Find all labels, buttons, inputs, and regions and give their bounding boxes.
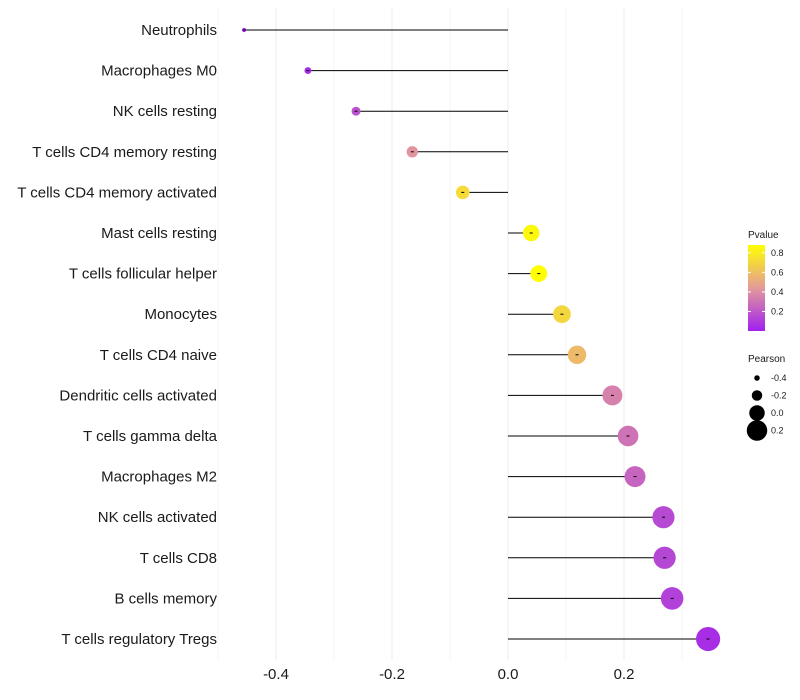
category-label: T cells CD4 memory activated [17,184,217,201]
pearson-legend-dot [751,390,763,401]
category-label: B cells memory [114,590,217,607]
pearson-legend: Pearson -0.4 -0.2 0.0 0.2 [746,354,787,441]
category-label: Mast cells resting [101,225,217,242]
x-axis-ticks: -0.4 -0.2 0.0 0.2 [263,666,634,683]
category-label: NK cells activated [98,509,217,526]
category-label: T cells CD4 memory resting [32,144,217,161]
pearson-legend-label: -0.2 [771,391,787,401]
pearson-legend-dot [749,405,765,421]
x-tick-label: 0.0 [498,666,519,683]
category-label: T cells follicular helper [69,266,217,283]
pvalue-legend-label: 0.2 [771,306,784,316]
lollipop-stems [244,29,709,640]
pvalue-legend-label: 0.4 [771,287,784,297]
category-label: Macrophages M0 [101,63,217,80]
pearson-legend-items: -0.4 -0.2 0.0 0.2 [746,373,787,441]
pvalue-legend-title: Pvalue [748,230,779,241]
category-label: NK cells resting [113,103,217,120]
pvalue-legend-label: 0.6 [771,267,784,277]
category-label: Neutrophils [141,22,217,39]
pearson-legend-title: Pearson [748,354,785,365]
x-tick-label: -0.2 [379,666,405,683]
category-label: T cells CD4 naive [100,347,217,364]
category-label: T cells regulatory Tregs [61,631,217,648]
pearson-legend-label: -0.4 [771,373,787,383]
pearson-legend-label: 0.0 [771,408,784,418]
x-tick-label: 0.2 [614,666,635,683]
x-tick-label: -0.4 [263,666,289,683]
pvalue-legend-label: 0.8 [771,248,784,258]
pvalue-legend: Pvalue 0.8 0.6 0.4 0.2 [748,230,784,331]
pearson-legend-dot [754,375,760,381]
category-labels: Neutrophils Macrophages M0 NK cells restin… [17,22,217,648]
category-label: T cells CD8 [140,550,217,567]
pearson-legend-label: 0.2 [771,426,784,436]
grid-lines [217,8,683,660]
pvalue-colorbar [748,245,765,331]
category-label: Dendritic cells activated [59,387,217,404]
lollipop-points [242,27,721,652]
category-label: Macrophages M2 [101,469,217,486]
category-label: T cells gamma delta [83,428,218,445]
pvalue-legend-ticks: 0.8 0.6 0.4 0.2 [748,248,784,316]
category-label: Monocytes [144,306,217,323]
pearson-legend-dot [746,420,768,441]
